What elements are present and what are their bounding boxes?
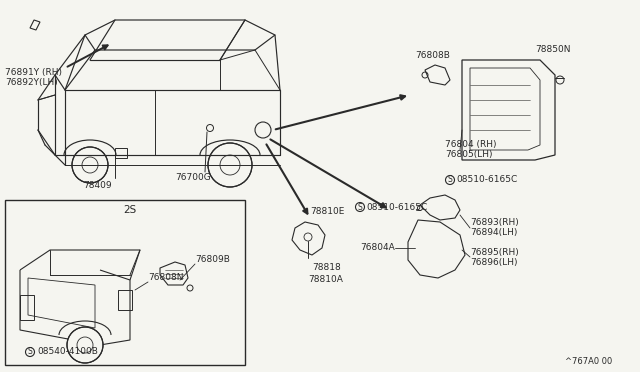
- Text: 76891Y (RH): 76891Y (RH): [5, 68, 62, 77]
- Text: 76894(LH): 76894(LH): [470, 228, 517, 237]
- Text: S: S: [358, 202, 362, 212]
- Circle shape: [67, 327, 103, 363]
- Text: 08510-6165C: 08510-6165C: [456, 176, 517, 185]
- Text: 08540-4100B: 08540-4100B: [37, 347, 98, 356]
- Text: 76808N: 76808N: [148, 273, 184, 282]
- Text: 76805(LH): 76805(LH): [445, 151, 493, 160]
- Text: 76808B: 76808B: [415, 51, 450, 60]
- Text: 78850N: 78850N: [535, 45, 570, 55]
- Circle shape: [72, 147, 108, 183]
- Text: ^767A0 00: ^767A0 00: [565, 357, 612, 366]
- Bar: [20, 295, 34, 320]
- Text: 76809B: 76809B: [195, 256, 230, 264]
- Text: 76804 (RH): 76804 (RH): [445, 141, 497, 150]
- Text: 76895(RH): 76895(RH): [470, 247, 519, 257]
- Text: 76804A: 76804A: [360, 244, 395, 253]
- Text: 78818: 78818: [312, 263, 340, 273]
- Text: S: S: [447, 176, 452, 185]
- Text: S: S: [28, 347, 33, 356]
- Text: 78810E: 78810E: [310, 208, 344, 217]
- Bar: [118, 290, 132, 310]
- Text: 76700G: 76700G: [175, 173, 211, 183]
- Text: 76893(RH): 76893(RH): [470, 218, 519, 228]
- Text: 08510-6165C: 08510-6165C: [366, 202, 428, 212]
- Text: 78409: 78409: [84, 180, 112, 189]
- Text: 76896(LH): 76896(LH): [470, 257, 518, 266]
- Bar: [115, 148, 127, 158]
- Text: 76892Y(LH): 76892Y(LH): [5, 77, 58, 87]
- Circle shape: [208, 143, 252, 187]
- Text: 2S: 2S: [124, 205, 136, 215]
- Bar: [5, 200, 245, 365]
- Text: 78810A: 78810A: [308, 276, 343, 285]
